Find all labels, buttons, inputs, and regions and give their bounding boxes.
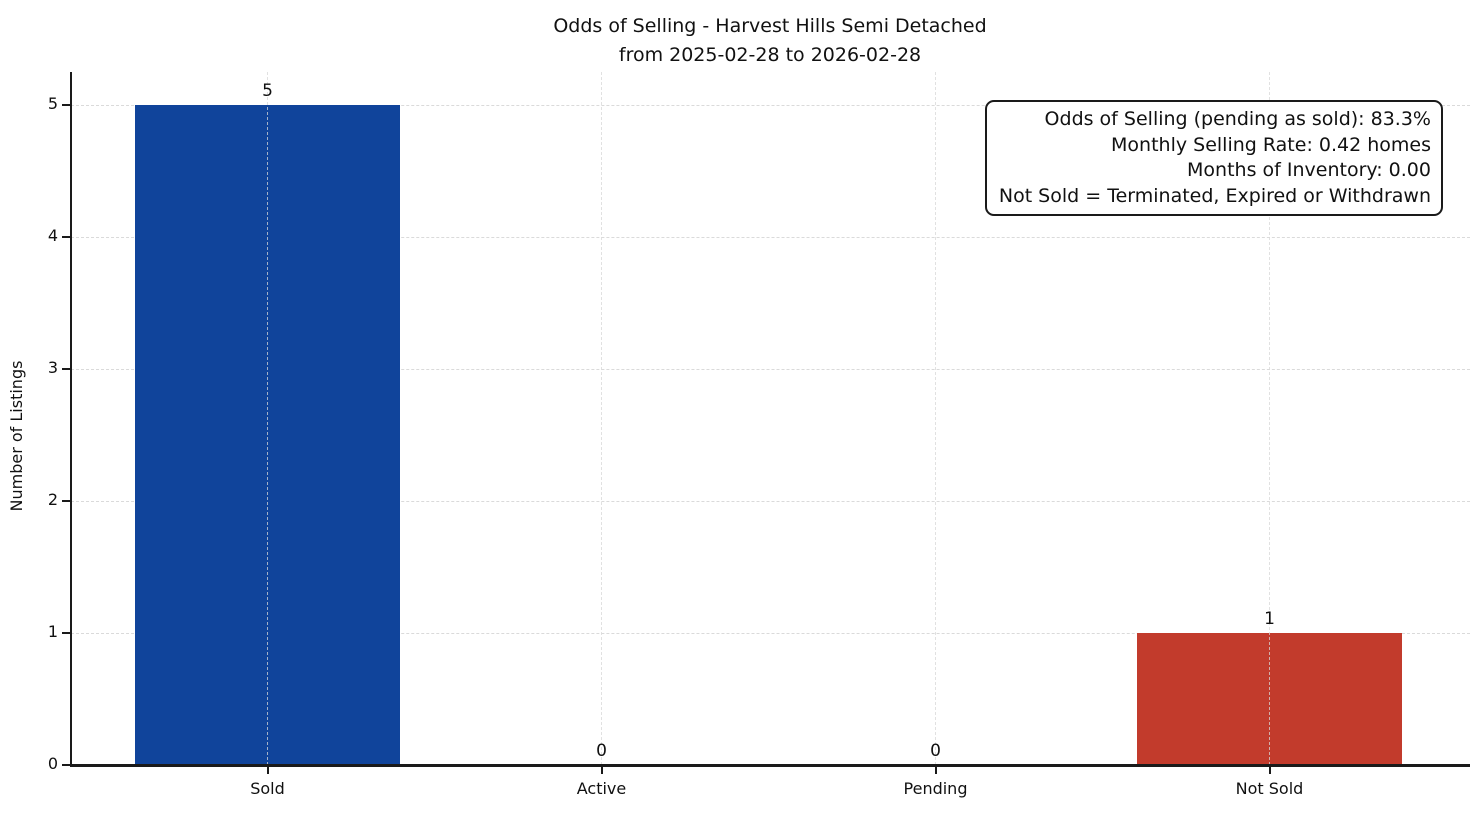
v-gridline	[601, 72, 602, 765]
y-tick	[62, 764, 71, 766]
h-gridline	[71, 369, 1470, 370]
stats-annotation-box: Odds of Selling (pending as sold): 83.3%…	[984, 100, 1443, 216]
annotation-not-sold-definition: Not Sold = Terminated, Expired or Withdr…	[998, 184, 1431, 207]
v-gridline	[267, 72, 268, 765]
y-tick	[62, 104, 71, 106]
bar-value-label: 1	[1264, 609, 1275, 629]
y-tick-label: 4	[47, 226, 58, 245]
chart-title: Odds of Selling - Harvest Hills Semi Det…	[71, 12, 1469, 70]
y-tick	[62, 632, 71, 634]
x-axis-spine	[69, 764, 1470, 767]
x-tick-label-pending: Pending	[903, 779, 968, 798]
x-tick	[266, 766, 269, 774]
h-gridline	[71, 237, 1470, 238]
annotation-odds-of-selling: Odds of Selling (pending as sold): 83.3%	[1044, 108, 1431, 130]
y-tick-label: 2	[47, 490, 58, 509]
x-tick	[600, 766, 603, 774]
x-tick-label-active: Active	[576, 779, 627, 798]
bar-value-label: 0	[596, 741, 607, 761]
h-gridline	[71, 633, 1470, 634]
y-tick	[62, 236, 71, 238]
v-gridline	[935, 72, 936, 765]
y-tick-label: 3	[47, 358, 58, 377]
annotation-months-of-inventory: Months of Inventory: 0.00	[1187, 159, 1431, 181]
x-tick	[934, 766, 937, 774]
bar-value-label: 0	[930, 741, 941, 761]
chart-title-line1: Odds of Selling - Harvest Hills Semi Det…	[553, 15, 987, 37]
h-gridline	[71, 105, 1470, 106]
v-gridline	[1269, 72, 1270, 765]
chart-title-line2: from 2025-02-28 to 2026-02-28	[618, 44, 922, 66]
y-tick	[62, 368, 71, 370]
x-tick-label-sold: Sold	[250, 779, 285, 798]
x-tick	[1268, 766, 1271, 774]
y-tick-label: 1	[47, 622, 58, 641]
y-tick	[62, 500, 71, 502]
y-axis-spine	[69, 72, 72, 767]
bar-value-label: 5	[262, 81, 273, 101]
y-tick-label: 0	[47, 754, 58, 773]
h-gridline	[71, 501, 1470, 502]
annotation-monthly-selling-rate: Monthly Selling Rate: 0.42 homes	[1111, 133, 1431, 156]
x-tick-label-not-sold: Not Sold	[1235, 779, 1304, 798]
y-tick-label: 5	[47, 94, 58, 113]
